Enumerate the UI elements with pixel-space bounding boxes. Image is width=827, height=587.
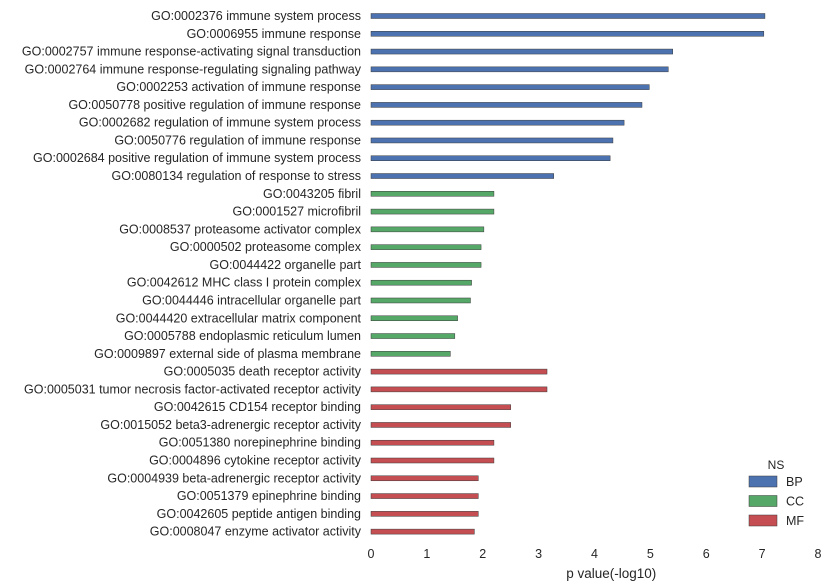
x-tick-label: 1 bbox=[423, 547, 430, 561]
bar-bp bbox=[370, 102, 643, 108]
bar-bp bbox=[370, 137, 614, 144]
category-label: GO:0001527 microfibril bbox=[232, 205, 361, 219]
bar-cc bbox=[370, 297, 471, 304]
bar-mf bbox=[370, 475, 479, 482]
x-tick-label: 3 bbox=[535, 547, 542, 561]
category-label: GO:0042605 peptide antigen binding bbox=[157, 507, 361, 521]
bar-cc bbox=[370, 208, 495, 215]
category-label: GO:0044422 organelle part bbox=[210, 258, 362, 272]
bar-mf bbox=[370, 439, 495, 446]
category-label: GO:0002684 positive regulation of immune… bbox=[33, 151, 361, 165]
bar-cc bbox=[370, 191, 495, 197]
category-label: GO:0002764 immune response-regulating si… bbox=[25, 62, 362, 76]
x-axis: 0 1 2 3 4 5 6 7 8 bbox=[368, 547, 822, 561]
legend-label-cc: CC bbox=[786, 495, 804, 509]
category-label: GO:0002682 regulation of immune system p… bbox=[79, 116, 361, 130]
bars-layer bbox=[370, 13, 766, 535]
x-tick-label: 8 bbox=[815, 547, 822, 561]
legend-label-mf: MF bbox=[786, 514, 804, 528]
category-label: GO:0005031 tumor necrosis factor-activat… bbox=[24, 382, 362, 396]
legend-swatch-mf bbox=[748, 514, 778, 527]
bar-mf bbox=[370, 386, 548, 393]
bar-cc bbox=[370, 262, 482, 268]
category-label: GO:0042612 MHC class I protein complex bbox=[127, 276, 362, 290]
legend-title: NS bbox=[768, 458, 785, 472]
category-label: GO:0051380 norepinephrine binding bbox=[159, 436, 361, 450]
bar-mf bbox=[370, 457, 495, 464]
category-label: GO:0004896 cytokine receptor activity bbox=[149, 454, 362, 468]
category-label: GO:0015052 beta3-adrenergic receptor act… bbox=[100, 418, 361, 432]
bar-bp bbox=[370, 66, 669, 73]
x-tick-label: 4 bbox=[591, 547, 598, 561]
category-label: GO:0008047 enzyme activator activity bbox=[150, 525, 362, 539]
bar-bp bbox=[370, 13, 766, 19]
category-label: GO:0080134 regulation of response to str… bbox=[112, 169, 361, 183]
category-label: GO:0002253 activation of immune response bbox=[116, 80, 361, 94]
bar-cc bbox=[370, 333, 456, 339]
bar-cc bbox=[370, 226, 485, 233]
category-label: GO:0043205 fibril bbox=[263, 187, 361, 201]
category-label: GO:0051379 epinephrine binding bbox=[177, 489, 361, 503]
bar-mf bbox=[370, 422, 511, 428]
category-label: GO:0006955 immune response bbox=[187, 27, 361, 41]
category-label: GO:0009897 external side of plasma membr… bbox=[94, 347, 361, 361]
bar-mf bbox=[370, 368, 548, 375]
x-tick-label: 2 bbox=[479, 547, 486, 561]
bar-mf bbox=[370, 493, 479, 499]
x-axis-label: p value(-log10) bbox=[566, 566, 656, 581]
x-tick-label: 5 bbox=[647, 547, 654, 561]
x-tick-label: 6 bbox=[703, 547, 710, 561]
category-label: GO:0005035 death receptor activity bbox=[164, 365, 362, 379]
legend: NS BP CC MF bbox=[748, 458, 804, 528]
category-label: GO:0000502 proteasome complex bbox=[170, 240, 362, 254]
bar-cc bbox=[370, 351, 451, 357]
bar-bp bbox=[370, 48, 673, 55]
legend-swatch-cc bbox=[748, 495, 778, 507]
bar-mf bbox=[370, 511, 479, 517]
category-label: GO:0002376 immune system process bbox=[151, 9, 361, 23]
legend-label-bp: BP bbox=[786, 475, 803, 489]
category-labels: GO:0002376 immune system process GO:00069… bbox=[22, 9, 362, 539]
category-label: GO:0050778 positive regulation of immune… bbox=[68, 98, 361, 112]
bar-mf bbox=[370, 528, 475, 535]
category-label: GO:0002757 immune response-activating si… bbox=[22, 45, 361, 59]
legend-swatch-bp bbox=[748, 475, 778, 488]
category-label: GO:0008537 proteasome activator complex bbox=[119, 222, 362, 236]
category-label: GO:0004939 beta-adrenergic receptor acti… bbox=[107, 471, 361, 485]
x-tick-label: 0 bbox=[368, 547, 375, 561]
bar-bp bbox=[370, 155, 611, 161]
bar-mf bbox=[370, 404, 511, 410]
bar-bp bbox=[370, 119, 625, 126]
category-label: GO:0050776 regulation of immune response bbox=[114, 133, 361, 147]
category-label: GO:0005788 endoplasmic reticulum lumen bbox=[124, 329, 361, 343]
bar-cc bbox=[370, 279, 472, 286]
bar-bp bbox=[370, 173, 554, 179]
bar-bp bbox=[370, 31, 765, 37]
x-tick-label: 7 bbox=[759, 547, 766, 561]
category-label: GO:0044446 intracellular organelle part bbox=[142, 293, 361, 307]
category-label: GO:0044420 extracellular matrix componen… bbox=[116, 311, 362, 325]
bar-cc bbox=[370, 315, 458, 322]
bar-cc bbox=[370, 244, 482, 250]
category-label: GO:0042615 CD154 receptor binding bbox=[154, 400, 361, 414]
bar-bp bbox=[370, 84, 650, 90]
